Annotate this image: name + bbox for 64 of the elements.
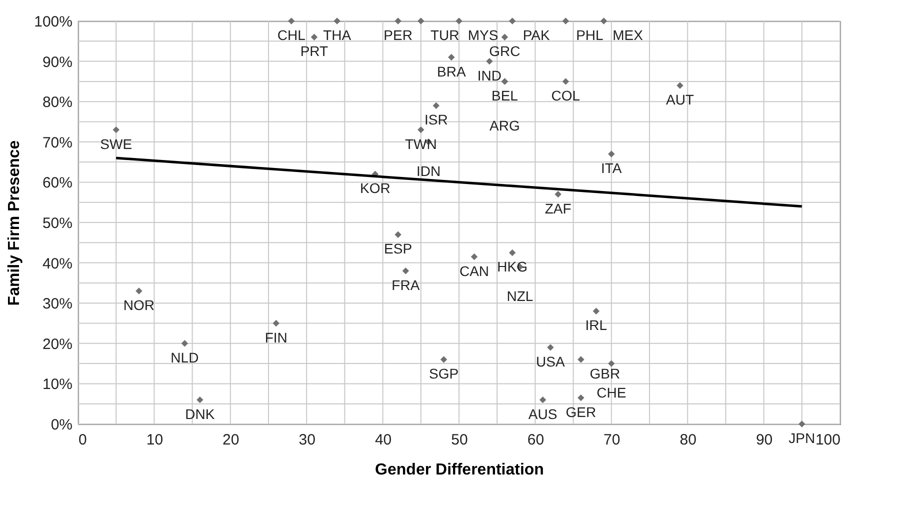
annotation: COL	[551, 87, 580, 104]
y-tick-label: 40%	[42, 255, 72, 272]
annotation: GER	[566, 404, 596, 420]
annotation: FRA	[392, 276, 420, 293]
annotation: IND	[477, 67, 502, 84]
x-tick-label: 50	[451, 432, 468, 448]
annotation: GBR	[590, 366, 620, 382]
y-tick-label: 100%	[34, 14, 72, 30]
x-tick-label: 20	[222, 432, 240, 448]
annotation: IRL	[585, 317, 608, 334]
y-tick-label: 70%	[42, 134, 72, 152]
annotation: KOR	[360, 180, 390, 196]
annotation: CAN	[459, 262, 490, 279]
annotation: TWN	[404, 136, 437, 152]
annotation: AUT	[666, 91, 694, 108]
y-tick-label: 60%	[42, 174, 72, 192]
annotation: ZAF	[544, 200, 572, 216]
annotation: FIN	[264, 329, 288, 346]
x-tick-label: 70	[604, 432, 620, 448]
annotation: ISR	[424, 112, 448, 128]
annotation: HKG	[497, 258, 528, 275]
annotation: AUS	[528, 406, 558, 422]
x-tick-label: 60	[527, 432, 544, 448]
x-tick-label: 40	[374, 432, 392, 448]
x-tick-label: 10	[146, 432, 164, 448]
annotation: NOR	[123, 297, 155, 314]
annotation: PAK	[522, 27, 550, 43]
annotation: ARG	[490, 117, 520, 134]
annotation: IDN	[416, 162, 441, 179]
annotation: PRT	[300, 43, 329, 60]
y-axis-title: Family Firm Presence	[6, 140, 24, 306]
x-tick-label: 90	[756, 432, 773, 448]
annotation: NZL	[506, 288, 534, 304]
annotation: DNK	[185, 406, 216, 422]
annotation: CHL	[277, 27, 306, 43]
annotation: BEL	[491, 87, 518, 104]
annotation: SWE	[100, 136, 132, 152]
annotation: JPN	[788, 430, 816, 446]
y-tick-label: 10%	[42, 376, 72, 394]
annotation: GRC	[489, 43, 520, 60]
annotation: ESP	[384, 240, 412, 257]
annotation: TUR	[430, 27, 460, 43]
x-tick-label: 0	[78, 432, 87, 448]
annotation: CHE	[596, 384, 626, 401]
annotation: USA	[536, 353, 566, 370]
x-axis-title: Gender Differentiation	[375, 462, 544, 478]
annotation: PER	[384, 27, 412, 43]
y-tick-label: 90%	[42, 54, 72, 71]
annotation: MEX	[612, 27, 644, 43]
y-tick-label: 30%	[42, 296, 72, 313]
annotation: PHL	[576, 27, 604, 43]
annotation: BRA	[436, 63, 466, 80]
annotation: SGP	[428, 366, 459, 382]
annotation: ITA	[601, 160, 622, 176]
y-tick-label: 80%	[42, 94, 72, 112]
y-tick-label: 20%	[42, 336, 72, 353]
annotation: MYS	[468, 27, 498, 43]
x-tick-label: 30	[298, 432, 316, 448]
annotation: THA	[323, 27, 352, 43]
x-tick-label: 80	[680, 432, 696, 448]
y-tick-label: 0%	[50, 416, 72, 434]
y-tick-label: 50%	[42, 215, 72, 232]
annotation: NLD	[170, 349, 199, 366]
x-tick-label: 100	[815, 432, 840, 448]
